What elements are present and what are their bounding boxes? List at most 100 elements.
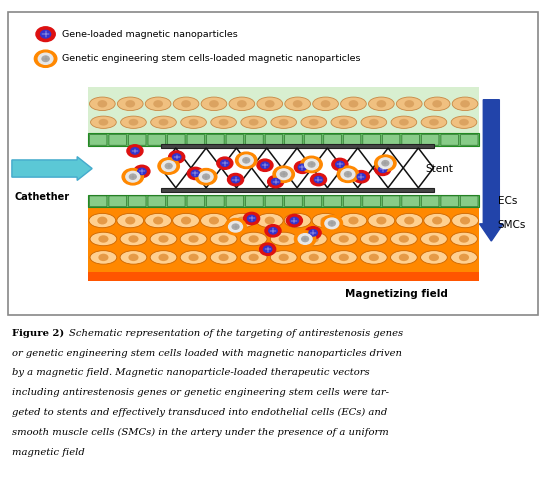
Ellipse shape xyxy=(189,119,198,126)
Ellipse shape xyxy=(348,100,358,108)
Ellipse shape xyxy=(339,119,349,126)
Circle shape xyxy=(217,157,233,169)
Text: Gene-loaded magnetic nanoparticles: Gene-loaded magnetic nanoparticles xyxy=(62,30,238,39)
FancyBboxPatch shape xyxy=(88,87,479,145)
FancyBboxPatch shape xyxy=(148,196,165,206)
Circle shape xyxy=(187,168,204,180)
Text: by a magnetic field. Magnetic nanoparticle-loaded therapeutic vectors: by a magnetic field. Magnetic nanopartic… xyxy=(12,368,370,377)
Ellipse shape xyxy=(126,100,135,108)
FancyBboxPatch shape xyxy=(128,196,146,206)
Circle shape xyxy=(337,166,359,182)
Ellipse shape xyxy=(218,254,229,261)
Ellipse shape xyxy=(241,116,266,128)
Circle shape xyxy=(305,227,321,239)
Ellipse shape xyxy=(248,235,259,243)
FancyBboxPatch shape xyxy=(109,134,127,145)
Ellipse shape xyxy=(377,100,386,108)
Text: SMCs: SMCs xyxy=(498,220,526,229)
Ellipse shape xyxy=(424,214,450,228)
Circle shape xyxy=(165,164,172,168)
Ellipse shape xyxy=(460,100,470,108)
Ellipse shape xyxy=(369,97,394,110)
Circle shape xyxy=(345,172,351,177)
FancyBboxPatch shape xyxy=(284,134,302,145)
Text: Figure 2): Figure 2) xyxy=(12,329,64,338)
Circle shape xyxy=(277,169,290,180)
Text: or genetic engineering stem cells loaded with magnetic nanoparticles driven: or genetic engineering stem cells loaded… xyxy=(12,348,402,358)
Ellipse shape xyxy=(339,235,349,243)
Ellipse shape xyxy=(159,119,168,126)
FancyBboxPatch shape xyxy=(187,196,205,206)
Circle shape xyxy=(329,221,335,226)
FancyBboxPatch shape xyxy=(441,196,459,206)
Circle shape xyxy=(225,218,246,235)
Ellipse shape xyxy=(270,232,297,246)
FancyBboxPatch shape xyxy=(88,272,479,281)
Ellipse shape xyxy=(330,232,357,246)
Ellipse shape xyxy=(91,116,116,128)
Ellipse shape xyxy=(145,214,171,228)
Circle shape xyxy=(34,50,57,67)
Ellipse shape xyxy=(128,235,139,243)
FancyBboxPatch shape xyxy=(226,196,244,206)
Ellipse shape xyxy=(341,97,366,110)
Circle shape xyxy=(259,243,276,255)
Circle shape xyxy=(127,145,143,157)
FancyBboxPatch shape xyxy=(161,188,434,192)
Ellipse shape xyxy=(459,235,469,243)
Circle shape xyxy=(271,179,280,185)
Circle shape xyxy=(321,215,342,232)
FancyBboxPatch shape xyxy=(460,196,478,206)
Ellipse shape xyxy=(145,97,171,110)
Ellipse shape xyxy=(129,119,138,126)
FancyBboxPatch shape xyxy=(206,134,224,145)
Ellipse shape xyxy=(279,119,289,126)
Circle shape xyxy=(232,224,239,229)
Circle shape xyxy=(36,27,55,42)
Ellipse shape xyxy=(420,232,447,246)
Ellipse shape xyxy=(153,100,163,108)
Text: including antirestenosis genes or genetic engineering stem cells were tar-: including antirestenosis genes or geneti… xyxy=(12,388,389,397)
Ellipse shape xyxy=(460,216,470,225)
Circle shape xyxy=(325,218,339,229)
Ellipse shape xyxy=(237,216,247,225)
Circle shape xyxy=(336,161,344,168)
Circle shape xyxy=(311,173,327,186)
Ellipse shape xyxy=(391,116,417,128)
Ellipse shape xyxy=(405,100,414,108)
FancyBboxPatch shape xyxy=(168,196,185,206)
Ellipse shape xyxy=(150,251,177,264)
Ellipse shape xyxy=(200,214,227,228)
Ellipse shape xyxy=(181,100,191,108)
Ellipse shape xyxy=(158,235,169,243)
Circle shape xyxy=(239,155,253,166)
Ellipse shape xyxy=(361,116,387,128)
FancyBboxPatch shape xyxy=(402,196,419,206)
Circle shape xyxy=(232,176,240,183)
Circle shape xyxy=(169,151,185,163)
FancyBboxPatch shape xyxy=(382,134,400,145)
Ellipse shape xyxy=(429,235,439,243)
Ellipse shape xyxy=(117,214,144,228)
Ellipse shape xyxy=(121,116,146,128)
Circle shape xyxy=(332,158,348,170)
Ellipse shape xyxy=(173,214,199,228)
FancyBboxPatch shape xyxy=(402,134,419,145)
Ellipse shape xyxy=(98,119,108,126)
Circle shape xyxy=(286,215,302,227)
Ellipse shape xyxy=(369,235,379,243)
Circle shape xyxy=(302,236,308,241)
Text: Genetic engineering stem cells-loaded magnetic nanoparticles: Genetic engineering stem cells-loaded ma… xyxy=(62,54,360,63)
FancyBboxPatch shape xyxy=(422,196,439,206)
FancyBboxPatch shape xyxy=(343,196,361,206)
Ellipse shape xyxy=(309,119,319,126)
Ellipse shape xyxy=(120,251,147,264)
Ellipse shape xyxy=(429,119,439,126)
Circle shape xyxy=(131,148,139,154)
Circle shape xyxy=(228,173,244,186)
FancyBboxPatch shape xyxy=(168,134,185,145)
Ellipse shape xyxy=(368,214,395,228)
Circle shape xyxy=(235,152,257,168)
Circle shape xyxy=(353,170,369,183)
FancyBboxPatch shape xyxy=(90,134,107,145)
